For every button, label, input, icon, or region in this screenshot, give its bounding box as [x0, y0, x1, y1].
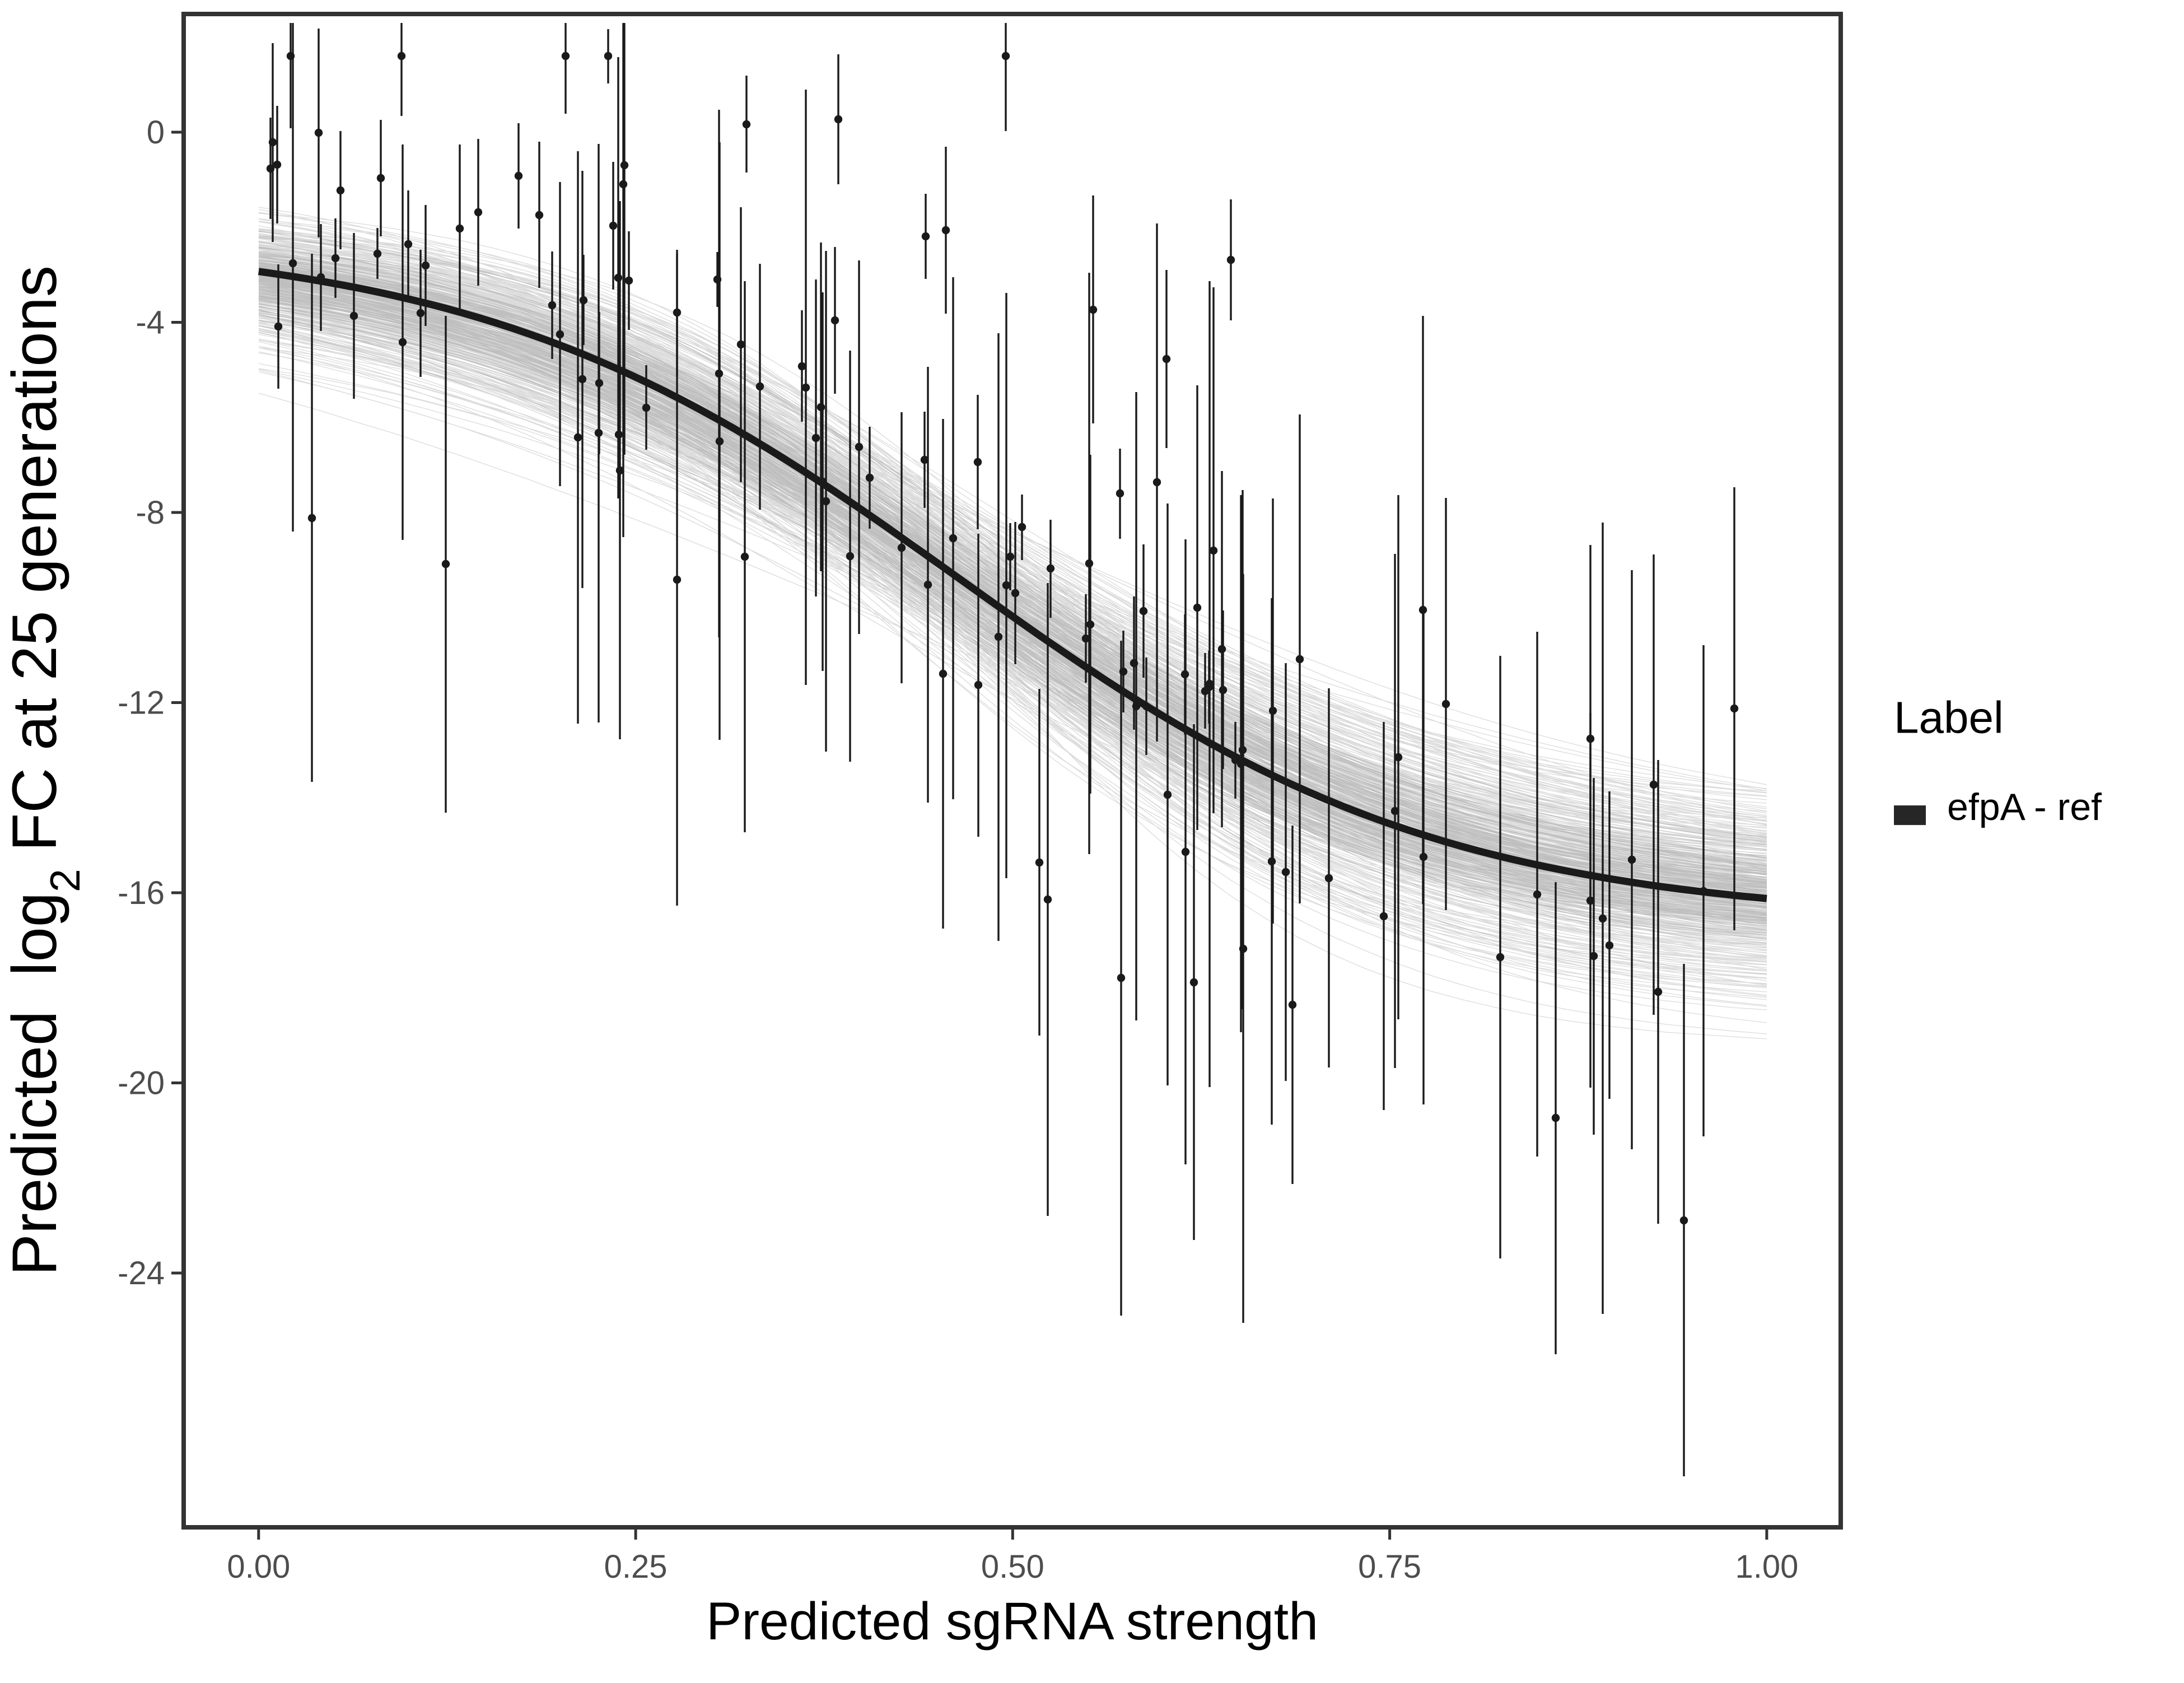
svg-text:-24: -24 — [118, 1255, 165, 1292]
svg-text:0.25: 0.25 — [604, 1549, 668, 1585]
svg-text:0.50: 0.50 — [981, 1549, 1044, 1585]
svg-text:Label: Label — [1894, 692, 2004, 742]
svg-text:0: 0 — [147, 114, 165, 151]
svg-text:0.00: 0.00 — [227, 1549, 290, 1585]
svg-text:efpA - ref: efpA - ref — [1947, 786, 2102, 828]
svg-text:-20: -20 — [118, 1065, 165, 1102]
svg-text:1.00: 1.00 — [1735, 1549, 1798, 1585]
svg-text:-12: -12 — [118, 685, 165, 721]
svg-text:-8: -8 — [136, 495, 165, 531]
svg-text:-4: -4 — [136, 305, 165, 341]
svg-text:Predicted log2 FC at 25 gener: Predicted log2 FC at 25 generations — [0, 265, 88, 1276]
svg-text:Predicted sgRNA strength: Predicted sgRNA strength — [706, 1592, 1318, 1651]
svg-text:-16: -16 — [118, 875, 165, 911]
svg-text:0.75: 0.75 — [1358, 1549, 1421, 1585]
